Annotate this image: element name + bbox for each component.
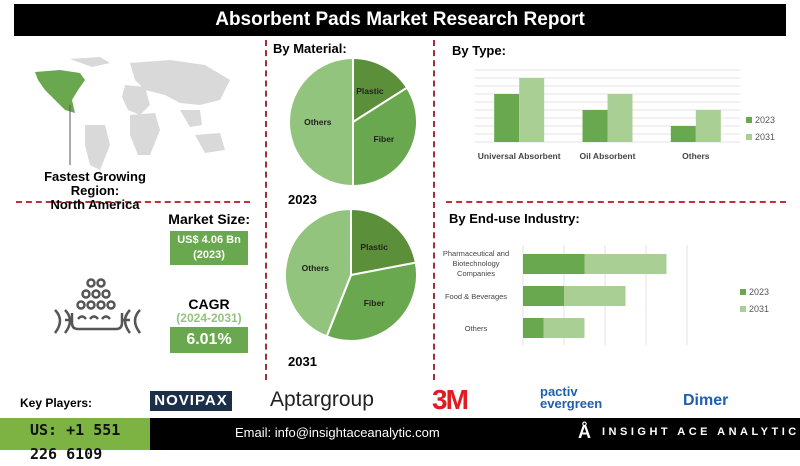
pie-label: Fiber — [373, 134, 394, 144]
enduse-chart: Pharmaceutical and Biotechnology Companies… — [443, 245, 769, 345]
material-pies: Plastic Fiber Others Plastic Fiber Others — [284, 56, 418, 342]
market-size-label: Market Size: — [168, 211, 250, 227]
divider — [16, 201, 250, 203]
email-text: Email: info@insightaceanalytic.com — [235, 425, 440, 440]
pie-slice-fiber — [325, 261, 418, 342]
logo-3m: 3M — [432, 384, 469, 415]
logo-pactiv-evergreen: pactiv evergreen — [540, 384, 603, 411]
logo-dimer: Dimer — [683, 392, 729, 409]
divider — [265, 40, 267, 380]
pie-slice-others — [288, 56, 354, 188]
market-size-value: US$ 4.06 Bn — [177, 234, 241, 246]
enduse-heading: By End-use Industry: — [449, 211, 580, 226]
pie-label: Others — [302, 263, 330, 273]
x-tick-label: Others — [682, 151, 710, 161]
pie-label: Plastic — [360, 242, 388, 252]
legend-swatch — [740, 289, 746, 295]
brand-logo-icon: Å — [578, 422, 591, 442]
bar-2023 — [523, 254, 585, 274]
y-tick-label: Food & Beverages — [445, 292, 507, 301]
type-chart: Universal Absorbent Oil Absorbent Others 20… — [475, 69, 775, 161]
legend-swatch — [746, 117, 752, 123]
bar-2031 — [564, 286, 626, 306]
cagr-label: CAGR — [188, 296, 230, 312]
pie-slice-fiber — [352, 86, 418, 188]
bar-2023 — [494, 94, 520, 142]
footer-bar: Email: info@insightaceanalytic.com Å INS… — [150, 418, 800, 450]
pie-label: Others — [304, 117, 332, 127]
divider — [433, 40, 435, 380]
bar-2023 — [523, 318, 544, 338]
x-tick-label: Oil Absorbent — [580, 151, 636, 161]
pie-slice-plastic — [352, 56, 409, 124]
region-label: Fastest Growing Region: — [44, 169, 146, 198]
y-tick-label: Pharmaceutical and Biotechnology Companies — [443, 249, 509, 278]
logo-aptargroup: Aptargroup — [270, 388, 374, 411]
bar-2031 — [519, 78, 545, 142]
y-tick-label: Others — [465, 324, 488, 333]
logo-novipax: NOVIPAX — [150, 391, 232, 411]
legend-swatch — [740, 306, 746, 312]
pie-slice-others — [284, 207, 352, 338]
phone-number: US: +1 551 226 6109 — [0, 418, 150, 463]
legend-label: 2023 — [755, 115, 775, 125]
cagr-period: (2024-2031) — [176, 311, 242, 325]
key-players-label: Key Players: — [20, 396, 93, 410]
pie-2031-title: 2031 — [288, 354, 317, 369]
north-america-highlight — [35, 70, 85, 113]
material-heading: By Material: — [273, 41, 347, 56]
bar-2031 — [695, 110, 721, 142]
absorbent-pad-icon — [53, 278, 142, 334]
type-heading: By Type: — [452, 43, 506, 58]
x-tick-label: Universal Absorbent — [478, 151, 561, 161]
bar-2031 — [543, 318, 585, 338]
brand-name: INSIGHT ACE ANALYTIC — [602, 426, 800, 438]
world-map — [35, 57, 230, 170]
pie-2023-title: 2023 — [288, 192, 317, 207]
pie-label: Plastic — [356, 86, 384, 96]
bar-2023 — [670, 126, 696, 142]
legend-label: 2031 — [755, 132, 775, 142]
cagr-value: 6.01% — [170, 327, 248, 353]
bar-2023 — [523, 286, 564, 306]
bar-2023 — [582, 110, 608, 142]
market-size-box: US$ 4.06 Bn (2023) — [170, 231, 248, 265]
legend-swatch — [746, 134, 752, 140]
legend-label: 2031 — [749, 304, 769, 314]
pie-slice-plastic — [350, 207, 418, 277]
page-title: Absorbent Pads Market Research Report — [14, 4, 786, 36]
legend-label: 2023 — [749, 287, 769, 297]
market-size-year: (2023) — [193, 249, 225, 261]
divider — [446, 201, 786, 203]
pie-label: Fiber — [364, 298, 385, 308]
bar-2031 — [607, 94, 633, 142]
bar-2031 — [584, 254, 667, 274]
region-value: North America — [50, 197, 140, 212]
